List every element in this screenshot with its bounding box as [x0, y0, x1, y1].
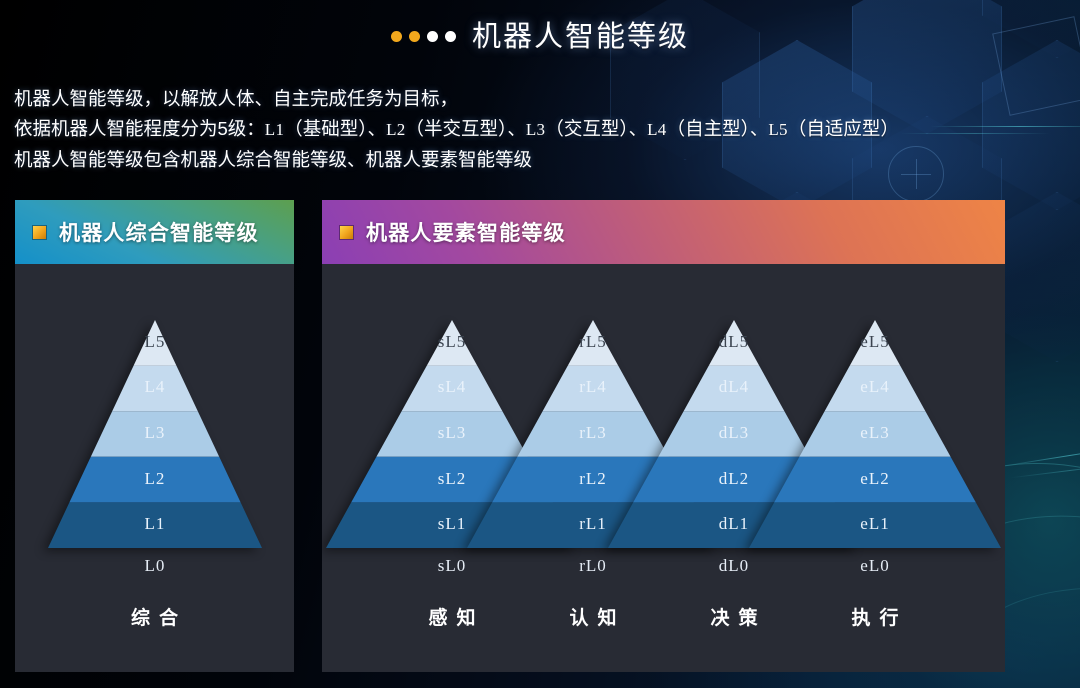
pyramid-base-label-eL0: eL0: [860, 556, 890, 575]
intro-level-name: （自适应型）: [787, 118, 899, 139]
intro-line-2: 依据机器人智能程度分为5级：L1（基础型）、L2（半交互型）、L3（交互型）、L…: [14, 114, 1070, 145]
pyramid-band-L4: [112, 365, 198, 412]
pyramid-base-label-dL0: dL0: [718, 556, 750, 575]
panel-body-comprehensive: L5 L4 L3 L2 L1 L0 综合: [15, 264, 294, 672]
pyramid-band-rL3: [517, 411, 669, 457]
pyramid-band-L5: [133, 320, 177, 366]
intro-level-separator: 、: [749, 118, 769, 139]
title-dots-decoration: [390, 30, 456, 42]
intro-level-name: （交互型）: [545, 118, 629, 139]
pyramid-band-eL5: [849, 320, 901, 366]
title-bar: 机器人智能等级: [0, 8, 1080, 60]
pyramid-base-label-sL0: sL0: [437, 556, 467, 575]
pyramid-overall: L5 L4 L3 L2 L1: [48, 320, 262, 548]
intro-level-list: L1（基础型）、L2（半交互型）、L3（交互型）、L4（自主型）、L5（自适应型…: [265, 118, 899, 139]
panel-elements: 机器人要素智能等级 sL5 sL4 sL3 sL2 sL1 sL0 rL5 rL4 rL3 rL2…: [322, 200, 1005, 672]
intro-level-separator: 、: [507, 118, 526, 139]
axis-label-r: 认知: [569, 608, 626, 629]
panel-header-comprehensive[interactable]: 机器人综合智能等级: [15, 200, 294, 264]
pyramid-band-eL4: [824, 365, 926, 412]
intro-level-code: L1: [264, 120, 285, 139]
intro-line-3: 机器人智能等级包含机器人综合智能等级、机器人要素智能等级: [14, 149, 533, 170]
intro-level-name: （自主型）: [666, 118, 750, 139]
axis-label-e: 执行: [851, 608, 908, 629]
axis-label-s: 感知: [428, 608, 485, 629]
square-marker-icon: [33, 225, 46, 239]
pyramid-band-dL4: [683, 365, 785, 412]
pyramid-band-eL2: [774, 456, 976, 503]
intro-level-separator: 、: [367, 118, 387, 139]
pyramid-band-L2: [69, 456, 241, 503]
pyramid-band-eL1: [749, 502, 1001, 548]
pyramid-band-sL3: [376, 411, 528, 457]
pyramid-base-label-rL0: rL0: [579, 556, 607, 575]
intro-level-name: （半交互型）: [405, 118, 508, 139]
panel-comprehensive: 机器人综合智能等级 L5 L4 L3 L2 L1 L0 综合: [15, 200, 294, 672]
title-dot-3: [426, 30, 438, 42]
pyramid-band-sL4: [401, 365, 503, 412]
panel-header-elements[interactable]: 机器人要素智能等级: [322, 200, 1005, 264]
pyramid-band-dL3: [658, 411, 810, 457]
title-dot-2: [408, 30, 420, 42]
intro-level-code: L5: [768, 120, 788, 139]
title-dot-4: [444, 30, 456, 42]
square-marker-icon: [340, 225, 353, 239]
pyramid-band-rL5: [567, 320, 619, 366]
title-dot-1: [390, 30, 402, 42]
pyramid-band-rL4: [542, 365, 644, 412]
intro-level-separator: 、: [628, 118, 648, 139]
pyramid-band-dL5: [708, 320, 760, 366]
pyramid-group-comprehensive: L5 L4 L3 L2 L1 L0: [15, 264, 294, 672]
intro-level-code: L2: [386, 120, 406, 139]
intro-level-code: L3: [525, 120, 546, 139]
panel-header-title-elements: 机器人要素智能等级: [366, 222, 566, 245]
axis-label-comprehensive: 综合: [130, 608, 187, 629]
pyramid-band-L1: [48, 502, 262, 548]
axis-label-d: 决策: [710, 608, 767, 629]
intro-paragraph: 机器人智能等级，以解放人体、自主完成任务为目标， 依据机器人智能程度分为5级：L…: [14, 84, 1070, 175]
intro-line-1: 机器人智能等级，以解放人体、自主完成任务为目标，: [14, 88, 459, 109]
intro-line-2-prefix: 依据机器人智能程度分为5级：: [14, 118, 265, 139]
pyramid-band-sL5: [426, 320, 478, 366]
pyramid-band-L3: [90, 411, 220, 457]
intro-level-name: （基础型）: [284, 118, 368, 139]
pyramid-base-label-L0: L0: [144, 556, 166, 575]
panel-header-title-comprehensive: 机器人综合智能等级: [59, 222, 259, 245]
pyramid-band-eL3: [799, 411, 951, 457]
intro-level-code: L4: [647, 120, 667, 139]
panel-body-elements: sL5 sL4 sL3 sL2 sL1 sL0 rL5 rL4 rL3 rL2 rL1 rL0 dL5 d…: [322, 264, 1005, 672]
page-title: 机器人智能等级: [471, 21, 689, 53]
pyramid-e: eL5 eL4 eL3 eL2 eL1: [749, 320, 1001, 548]
